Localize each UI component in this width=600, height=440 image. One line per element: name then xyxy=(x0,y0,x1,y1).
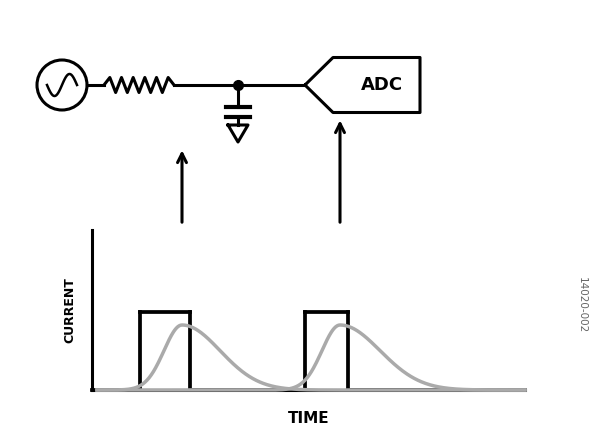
Text: ADC: ADC xyxy=(361,76,403,94)
Text: TIME: TIME xyxy=(287,411,329,425)
Text: CURRENT: CURRENT xyxy=(64,277,77,343)
Text: 14020-002: 14020-002 xyxy=(577,277,587,333)
